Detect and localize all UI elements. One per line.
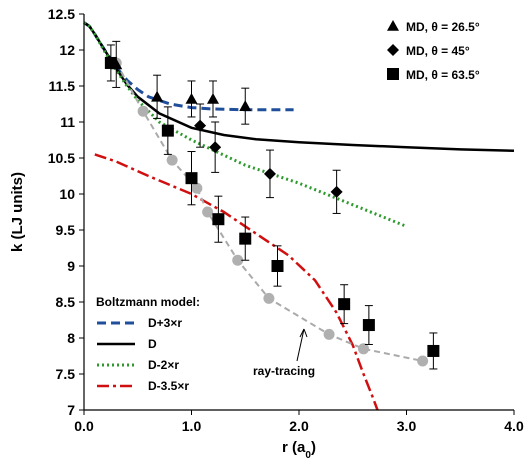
legend-marker-diamond — [387, 44, 399, 56]
ray-tracing-point — [166, 154, 178, 166]
y-tick-label: 11 — [60, 114, 75, 130]
ray-tracing-arrow — [296, 328, 305, 362]
axes — [83, 14, 514, 411]
md-point-square — [271, 260, 284, 272]
legend-label: MD, θ = 26.5° — [406, 20, 480, 34]
md-point-square — [338, 298, 351, 311]
x-axis-title-sub: 0 — [305, 450, 311, 461]
legend-label: D-2×r — [148, 358, 179, 372]
md-point-triangle — [185, 92, 198, 104]
ray-tracing-point — [191, 182, 203, 194]
ray-tracing-point — [263, 292, 275, 304]
x-tick-label: 2.0 — [289, 418, 309, 434]
legend-label: D-3.5×r — [148, 379, 189, 393]
y-tick-label: 12 — [59, 42, 75, 58]
y-tick-label: 7.5 — [56, 366, 76, 382]
ray-tracing-label: ray-tracing — [253, 364, 315, 378]
md-point-diamond — [330, 185, 343, 198]
y-tick-label: 9.5 — [56, 222, 76, 238]
legend-label: MD, θ = 63.5° — [406, 68, 480, 82]
md-point-diamond — [209, 141, 222, 154]
ray-tracing-point — [417, 355, 429, 367]
ray-tracing-point — [358, 343, 369, 355]
legend-label: D+3×r — [148, 316, 182, 330]
md-point-square — [185, 172, 198, 185]
x-axis-title-end: ) — [311, 439, 316, 456]
legend-md: MD, θ = 26.5° MD, θ = 45° MD, θ = 63.5° — [387, 20, 480, 82]
tick-marks — [79, 13, 515, 415]
ray-tracing-arrowhead — [299, 328, 308, 338]
x-tick-label: 4.0 — [504, 418, 524, 434]
y-tick-label: 8.5 — [56, 294, 76, 310]
x-tick-label: 1.0 — [182, 418, 202, 434]
legend-marker-square — [387, 68, 399, 80]
y-tick-label: 7 — [67, 402, 75, 418]
md-point-diamond — [194, 119, 207, 132]
ray-tracing-point — [323, 328, 335, 340]
x-tick-label: 0.0 — [74, 418, 94, 434]
md-point-triangle — [207, 92, 219, 104]
legend-label: MD, θ = 45° — [406, 44, 470, 58]
md-point-square — [427, 344, 440, 357]
x-axis-title-main: r (a — [282, 439, 306, 456]
ray-tracing-point — [137, 105, 149, 117]
ray-tracing-line — [115, 62, 423, 362]
y-axis-title: k (LJ units) — [9, 172, 26, 252]
legend-marker-triangle — [387, 20, 399, 31]
y-tick-label: 11.5 — [49, 78, 76, 94]
y-tick-label: 9 — [67, 258, 75, 274]
y-tick-label: 12.5 — [48, 6, 75, 22]
md-point-square — [239, 232, 252, 245]
md-point-square — [161, 124, 174, 137]
md-point-diamond — [263, 167, 276, 180]
legend-boltzmann-title: Boltzmann model: — [96, 295, 200, 309]
md-point-triangle — [151, 90, 164, 102]
ray-tracing-series — [110, 57, 429, 367]
md-series — [104, 40, 440, 370]
legend-label: D — [148, 337, 157, 351]
x-axis-title: r (a0) — [282, 439, 316, 461]
ray-tracing-annotation: ray-tracing — [253, 328, 315, 378]
line-D-3.5-r — [94, 153, 379, 411]
y-tick-label: 8 — [67, 330, 75, 346]
ray-tracing-point — [202, 206, 214, 218]
md-point-triangle — [239, 100, 252, 111]
md-point-square — [362, 319, 375, 332]
plot-area — [84, 14, 514, 410]
x-tick-label: 3.0 — [397, 418, 417, 434]
tick-labels: 0.0 1.0 2.0 3.0 4.0 7 7.5 8 8.5 9 9.5 10 10.5 11 11.5 1… — [48, 6, 524, 434]
y-tick-label: 10 — [59, 186, 75, 202]
legend-boltzmann: Boltzmann model: D+3×r D D-2×r D-3.5×r — [96, 295, 200, 393]
md-point-square — [212, 213, 225, 226]
md-point-square — [104, 56, 117, 69]
y-tick-label: 10.5 — [48, 150, 75, 166]
ray-tracing-point — [232, 254, 244, 266]
